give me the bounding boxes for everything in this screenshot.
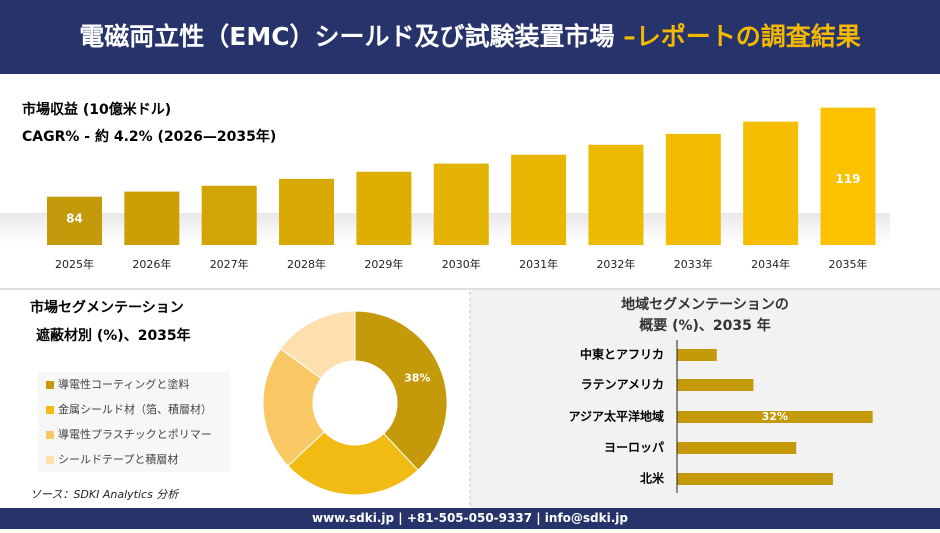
y-tick-label: 北米 [640,471,665,486]
bar [588,144,644,245]
pie-slice [354,310,448,471]
bar [201,185,257,245]
pie-slice [262,348,326,467]
chart-subtitle: 遮蔽材別 (%)、2035年 [36,327,191,344]
bar [677,473,833,485]
data-label: 38% [404,371,430,384]
legend-label: シールドテープと積層材 [58,452,178,466]
chart-title: 市場収益 (10億米ドル) [22,101,171,118]
bar [665,133,721,245]
data-label: 32% [762,410,788,423]
data-label: 84 [66,212,83,226]
x-tick-label: 2029年 [364,257,403,271]
bar [279,178,335,245]
legend-label: 導電性コーティングと塗料 [58,377,189,391]
legend-swatch [46,431,54,439]
footer: www.sdki.jp | +81-505-050-9337 | info@sd… [312,511,628,525]
source: ソース：SDKI Analytics 分析 [30,488,180,501]
header-band [0,0,940,74]
bar [511,154,567,245]
legend-label: 金属シールド材（箔、積層材） [58,402,212,416]
bar [356,171,412,245]
header-title: 電磁両立性（EMC）シールド及び試験装置市場 –レポートの調査結果 [79,22,861,51]
x-tick-label: 2032年 [596,257,635,271]
panel-bg [470,290,940,508]
bar [433,163,489,245]
bar [677,379,754,391]
bar [677,411,873,423]
x-tick-label: 2030年 [442,257,481,271]
pie-slice [279,310,356,380]
footer-band [0,508,940,529]
bar [47,196,102,245]
legend-swatch [46,406,54,414]
x-tick-label: 2026年 [132,257,171,271]
data-label: 119 [835,172,860,186]
bar [820,107,876,245]
y-tick-label: 中東とアフリカ [580,347,664,362]
chart-title: 地域セグメンテーションの [621,296,789,313]
y-tick-label: ラテンアメリカ [581,378,664,392]
pie-slice [287,431,419,496]
x-tick-label: 2025年 [55,257,94,271]
chart-title: 市場セグメンテーション [30,299,184,316]
x-tick-label: 2031年 [519,257,558,271]
legend-swatch [46,456,54,464]
x-tick-label: 2033年 [674,257,713,271]
x-tick-label: 2035年 [829,257,868,271]
x-tick-label: 2027年 [210,257,249,271]
bar [677,349,717,361]
y-tick-label: アジア太平洋地域 [568,409,664,424]
legend-label: 導電性プラスチックとポリマー [58,427,212,441]
bar [677,442,797,454]
legend-swatch [46,381,54,389]
y-tick-label: ヨーロッパ [604,441,664,455]
chart-subtitle: 概要 (%)、2035 年 [639,317,771,334]
x-tick-label: 2034年 [751,257,790,271]
bar [124,191,180,245]
legend-box [38,372,230,472]
bar [743,121,799,245]
x-tick-label: 2028年 [287,257,326,271]
chart-subtitle: CAGR% - 約 4.2% (2026—2035年) [22,128,276,145]
